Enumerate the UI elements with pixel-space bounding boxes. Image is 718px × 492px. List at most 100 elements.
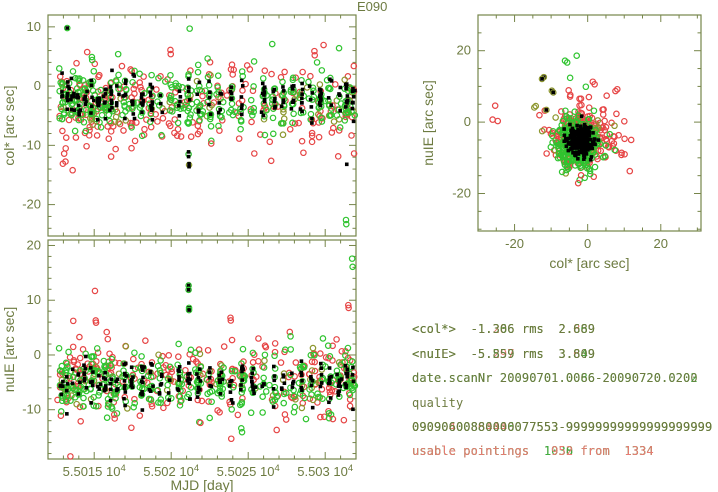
data-point: [76, 392, 81, 396]
data-point: [197, 419, 204, 427]
data-point: [178, 380, 186, 388]
data-point: [123, 371, 127, 376]
data-point: [114, 379, 118, 384]
data-point: [103, 370, 107, 375]
data-point: [237, 125, 244, 133]
data-point: [599, 123, 607, 131]
data-point: [122, 93, 127, 98]
data-point: [176, 388, 181, 392]
data-point: [308, 132, 316, 140]
data-point: [108, 108, 112, 112]
data-point: [84, 99, 88, 104]
data-point: [317, 114, 325, 122]
data-point: [237, 116, 245, 124]
data-point: [102, 364, 109, 371]
data-point: [351, 94, 356, 99]
data-point: [82, 378, 87, 383]
data-point: [146, 118, 154, 126]
data-point: [576, 95, 583, 103]
data-point: [229, 397, 234, 402]
data-point: [88, 56, 96, 64]
y-tick-label: 20: [457, 43, 471, 58]
data-point: [561, 151, 569, 159]
data-point: [578, 141, 583, 145]
data-point: [130, 385, 135, 390]
data-point: [108, 85, 113, 89]
data-point: [177, 133, 185, 140]
data-point: [299, 359, 304, 363]
data-point: [277, 120, 285, 127]
data-point: [621, 150, 628, 158]
data-point: [585, 125, 590, 130]
data-point: [196, 128, 204, 135]
data-point: [91, 287, 99, 295]
data-point: [247, 96, 255, 104]
data-point: [138, 353, 145, 360]
data-point: [319, 373, 324, 377]
data-point: [350, 373, 355, 377]
data-point: [82, 127, 90, 135]
data-point: [148, 82, 153, 87]
data-point: [494, 117, 502, 125]
data-point: [177, 103, 181, 108]
data-point: [149, 361, 153, 366]
data-point: [70, 367, 75, 372]
data-point: [187, 381, 191, 385]
data-point: [319, 91, 323, 96]
data-point: [112, 394, 119, 402]
data-point: [206, 414, 214, 422]
data-point: [571, 139, 576, 144]
data-point: [585, 104, 593, 111]
data-point: [289, 107, 294, 111]
data-point: [139, 101, 144, 105]
data-point: [582, 122, 587, 127]
data-point: [300, 96, 304, 101]
data-point: [174, 125, 182, 133]
data-point: [580, 148, 585, 153]
data-point: [198, 379, 203, 383]
data-point: [582, 155, 587, 160]
data-point: [538, 75, 546, 83]
quality-string-layer: 09090600880006077553-9999999999999999999…: [412, 420, 713, 434]
data-point: [281, 100, 285, 105]
data-point: [577, 172, 585, 179]
data-point: [547, 143, 555, 151]
data-point: [178, 99, 182, 104]
x-axis-label: col* [arc sec]: [549, 255, 629, 271]
data-point: [78, 380, 82, 385]
data-point: [260, 384, 265, 389]
data-point: [72, 108, 77, 112]
data-point: [160, 110, 165, 115]
data-point: [252, 391, 256, 396]
data-point: [579, 136, 583, 140]
data-point: [187, 111, 194, 118]
data-point: [280, 387, 284, 391]
data-point: [63, 24, 71, 32]
data-point: [67, 86, 71, 91]
data-point: [239, 95, 244, 99]
data-point: [335, 127, 343, 134]
data-point: [491, 102, 499, 109]
data-point: [571, 143, 576, 147]
data-point: [75, 93, 80, 97]
data-point: [566, 136, 571, 141]
data-point: [177, 114, 182, 118]
data-point: [240, 378, 245, 382]
data-point: [253, 385, 258, 389]
data-point: [260, 364, 268, 371]
data-point: [290, 392, 298, 400]
data-point: [574, 142, 579, 146]
data-point: [228, 61, 236, 69]
data-point: [240, 364, 245, 368]
data-point: [345, 101, 349, 105]
data-point: [129, 78, 136, 86]
data-point: [586, 131, 590, 135]
data-point: [573, 132, 578, 137]
data-point: [98, 111, 106, 119]
data-point: [277, 359, 285, 366]
data-point: [187, 98, 192, 102]
data-point: [154, 118, 161, 125]
data-point: [65, 348, 72, 356]
data-point: [90, 67, 98, 75]
data-point: [69, 97, 73, 102]
